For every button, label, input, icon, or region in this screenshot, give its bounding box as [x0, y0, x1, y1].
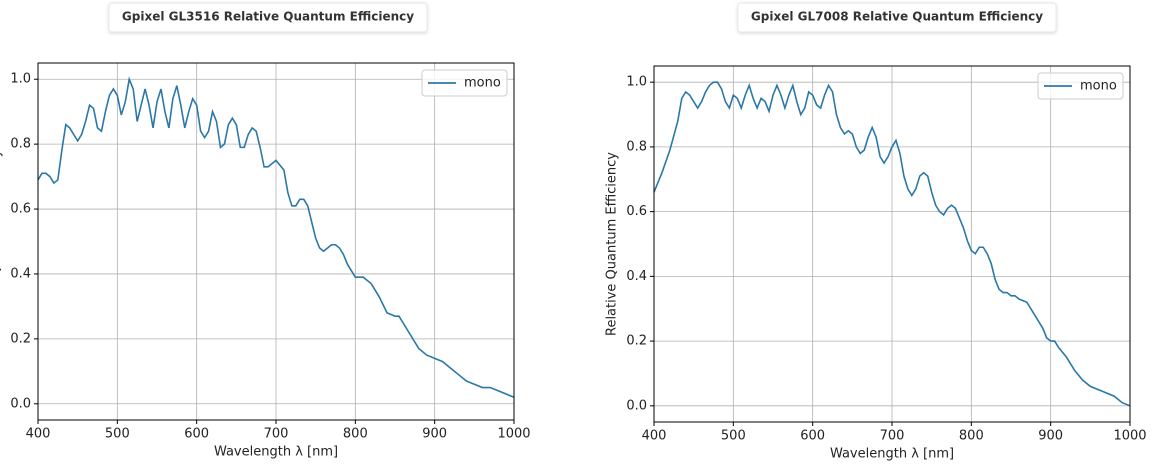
x-axis-label: Wavelength λ [nm] [214, 445, 338, 460]
y-tick-label: 0.4 [10, 266, 31, 281]
x-tick-label: 1000 [1113, 429, 1146, 444]
y-tick-label: 0.2 [626, 334, 647, 349]
chart-title: Gpixel GL3516 Relative Quantum Efficienc… [122, 10, 414, 24]
x-tick-label: 500 [105, 427, 130, 442]
series-line [37, 76, 515, 399]
y-tick-label: 0.6 [10, 202, 31, 217]
x-tick-label: 400 [642, 429, 667, 444]
plot-frame [37, 62, 515, 421]
x-tick-label: 600 [800, 429, 825, 444]
y-tick-label: 1.0 [10, 72, 31, 87]
plot-frame [653, 65, 1131, 423]
y-tick-label: 0.6 [626, 204, 647, 219]
y-axis-label: Relative Quantum Efficiency [0, 149, 4, 333]
x-axis-label: Wavelength λ [nm] [830, 447, 954, 462]
legend-box [1037, 72, 1124, 100]
chart-title: Gpixel GL7008 Relative Quantum Efficienc… [751, 10, 1043, 24]
x-tick-label: 900 [1038, 429, 1063, 444]
y-tick-label: 1.0 [626, 75, 647, 90]
y-tick-label: 0.4 [626, 269, 647, 284]
series-line [653, 81, 1131, 407]
x-tick-label: 500 [721, 429, 746, 444]
x-tick-label: 800 [343, 427, 368, 442]
x-tick-label: 800 [959, 429, 984, 444]
legend-box [421, 69, 508, 97]
y-tick-label: 0.2 [10, 331, 31, 346]
y-tick-label: 0.8 [10, 137, 31, 152]
y-axis-label: Relative Quantum Efficiency [605, 152, 620, 336]
x-tick-label: 400 [26, 427, 51, 442]
x-tick-label: 1000 [497, 427, 530, 442]
title-card [108, 2, 428, 33]
title-card [737, 2, 1057, 33]
x-tick-label: 700 [880, 429, 905, 444]
y-tick-label: 0.0 [10, 396, 31, 411]
x-tick-label: 700 [264, 427, 289, 442]
x-tick-label: 900 [422, 427, 447, 442]
legend-label: mono [1080, 79, 1117, 94]
legend-label: mono [464, 76, 501, 91]
x-tick-label: 600 [184, 427, 209, 442]
y-tick-label: 0.8 [626, 139, 647, 154]
y-tick-label: 0.0 [626, 398, 647, 413]
